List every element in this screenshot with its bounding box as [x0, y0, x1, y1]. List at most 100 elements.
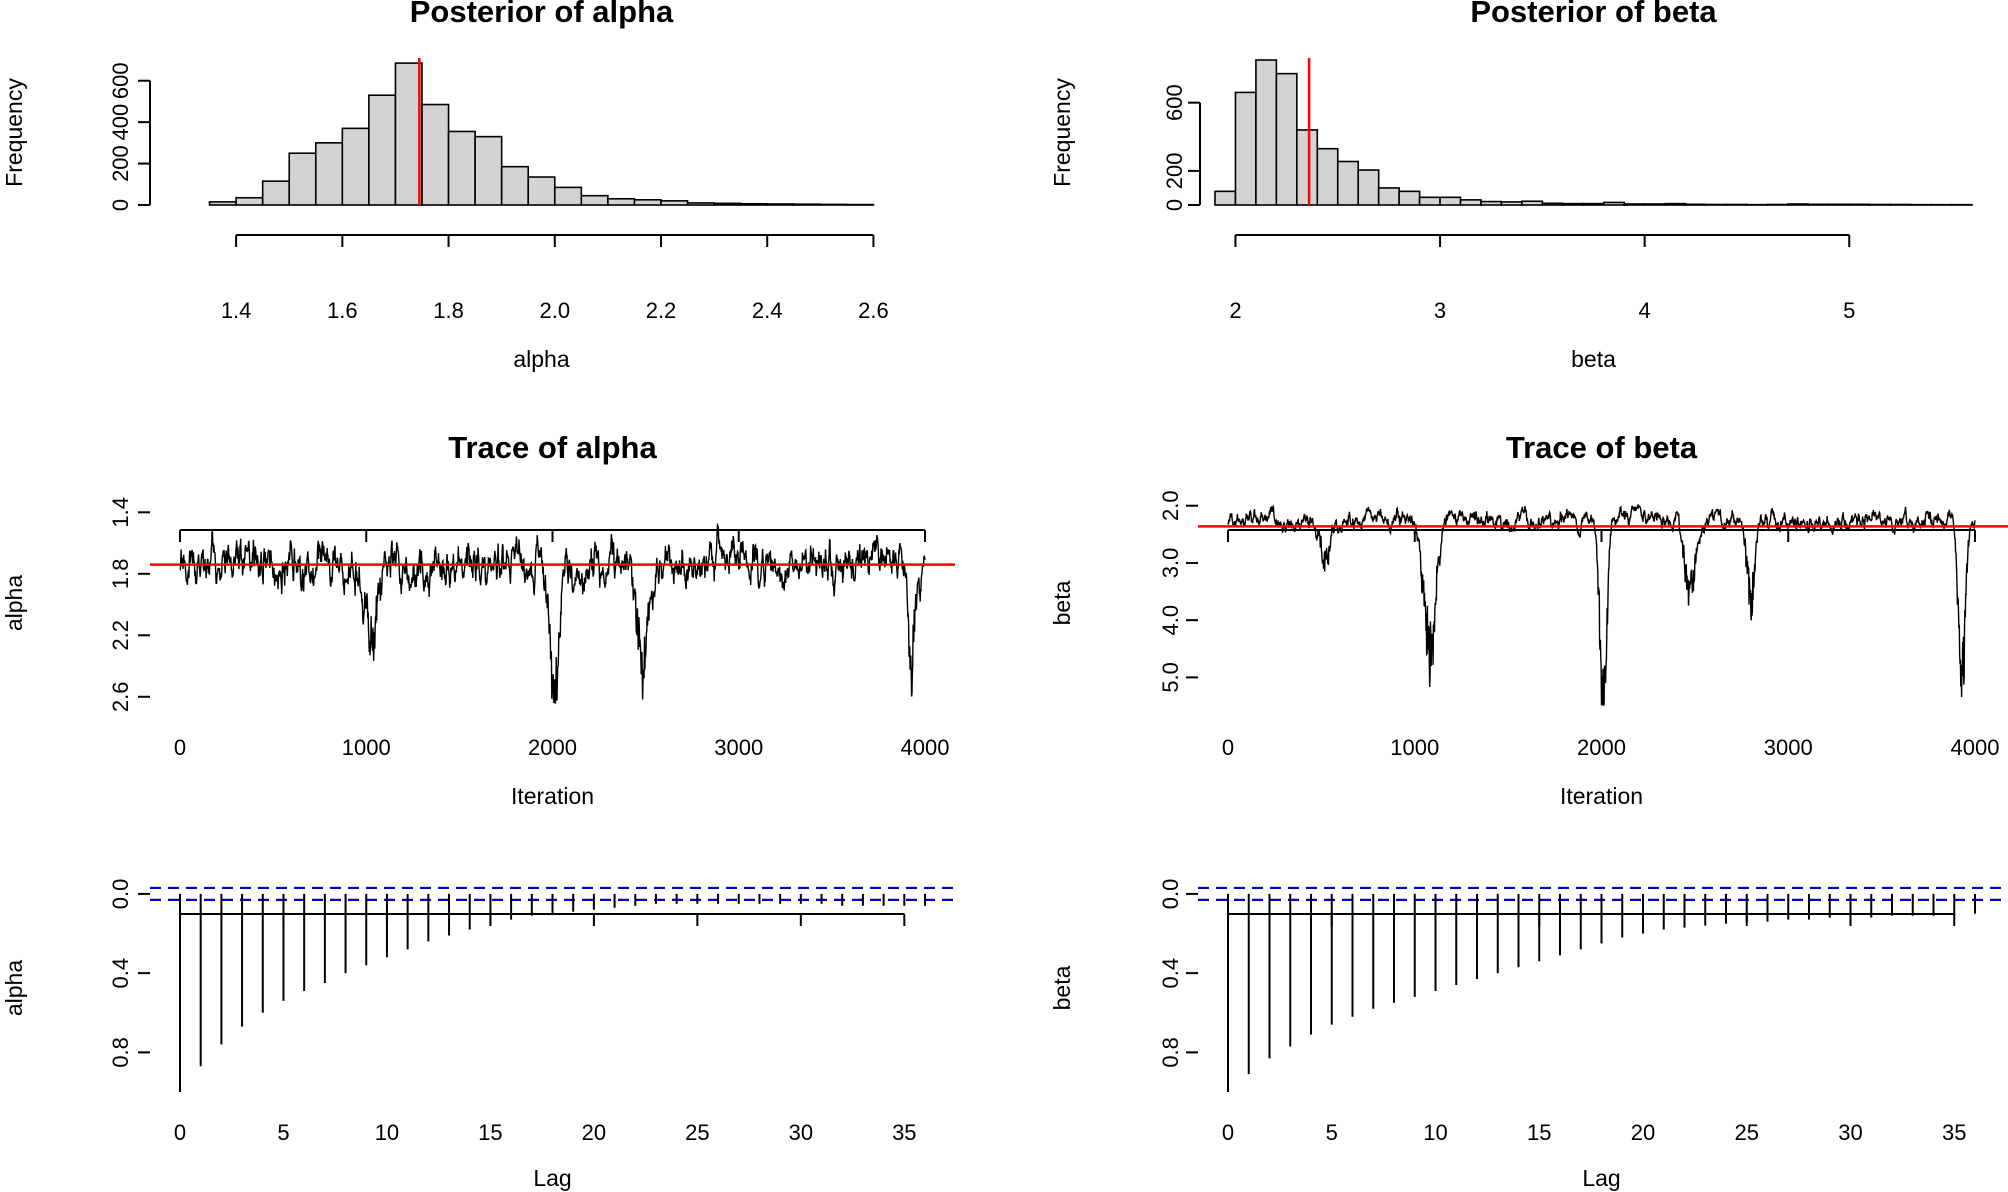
x-axis-label: beta [1571, 346, 1616, 372]
histogram-bar [1275, 72, 1298, 206]
histogram-bar [1725, 203, 1748, 206]
histogram-bar [792, 203, 822, 206]
y-tick-label: 0 [1162, 199, 1187, 211]
x-tick-label: 30 [1838, 1120, 1862, 1145]
histogram-bar [1214, 190, 1237, 206]
x-tick-label: 2.6 [858, 298, 889, 323]
histogram-bar [1521, 200, 1544, 206]
histogram-bar [1234, 91, 1257, 206]
y-axis-label: beta [1049, 965, 1075, 1010]
x-tick-label: 5 [277, 1120, 289, 1145]
posterior-beta-histogram-panel: Posterior of beta 0 200 600 2 3 4 5 beta Frequenc… [1049, 0, 1973, 372]
y-tick-label: 1.4 [108, 497, 133, 528]
x-tick-label: 10 [1423, 1120, 1447, 1145]
histogram-bar [580, 194, 609, 206]
histogram-bar [1459, 199, 1482, 206]
trace-alpha-panel: Trace of alpha 1.4 1.8 2.2 2.6 0 1000 2000 3000 4… [1, 430, 955, 809]
y-tick-label: 0.8 [108, 1037, 133, 1068]
histogram-bar [235, 196, 264, 206]
histogram-bar [739, 202, 769, 206]
y-tick-label: 0.0 [108, 879, 133, 910]
histogram-bar [1664, 202, 1687, 206]
x-tick-label: 25 [1735, 1120, 1759, 1145]
x-tick-label: 2000 [1577, 735, 1626, 760]
histogram-bar [1418, 196, 1441, 206]
x-tick-label: 4000 [1951, 735, 2000, 760]
trace-series-line [179, 523, 926, 704]
histogram-bar [1787, 203, 1810, 206]
y-tick-label: 400 [108, 104, 133, 141]
x-tick-label: 0 [174, 1120, 186, 1145]
y-tick-label: 5.0 [1158, 662, 1183, 693]
x-tick-label: 3 [1434, 298, 1446, 323]
x-tick-label: 35 [1942, 1120, 1966, 1145]
histogram-bar [1643, 203, 1666, 206]
x-tick-label: 1.8 [433, 298, 464, 323]
histogram-bar [1500, 201, 1523, 206]
y-tick-label: 2.2 [108, 620, 133, 651]
histogram-bar [314, 142, 344, 206]
histogram-bar [527, 176, 556, 206]
y-tick-label: 600 [1162, 84, 1187, 121]
x-tick-label: 0 [1222, 1120, 1234, 1145]
x-tick-label: 2.4 [752, 298, 783, 323]
histogram-bar [500, 165, 530, 206]
histogram-bar [553, 186, 583, 206]
histogram-bar [660, 200, 689, 206]
histogram-bar [1766, 203, 1789, 206]
x-tick-label: 15 [478, 1120, 502, 1145]
x-tick-label: 30 [789, 1120, 813, 1145]
histogram-bar [1562, 202, 1585, 206]
x-tick-label: 4000 [901, 735, 950, 760]
x-tick-label: 3000 [1764, 735, 1813, 760]
x-tick-label: 20 [1631, 1120, 1655, 1145]
histogram-bar [713, 202, 742, 206]
histogram-bar [1868, 203, 1891, 206]
histogram-bar [1848, 203, 1871, 206]
y-axis-label: alpha [1, 575, 27, 631]
trace-beta-panel: Trace of beta 2.0 3.0 4.0 5.0 0 1000 2000 3000 40… [1049, 430, 2008, 809]
histogram-bar [1602, 201, 1625, 206]
y-axis-label: alpha [1, 960, 27, 1016]
histogram-bar [208, 201, 237, 206]
histogram-bar [1439, 196, 1462, 206]
posterior-alpha-histogram-panel: Posterior of alpha 0 200 400 600 1.4 1.6 1.8 2.0… [1, 0, 889, 372]
histogram-bar [368, 94, 397, 206]
y-tick-label: 0 [108, 199, 133, 211]
histogram-bar [1827, 203, 1851, 206]
x-axis-label: Lag [533, 1165, 571, 1191]
x-tick-label: 2 [1229, 298, 1241, 323]
histogram-bar [288, 152, 317, 206]
y-tick-label: 0.0 [1158, 879, 1183, 910]
histogram-bar [394, 62, 423, 206]
x-tick-label: 1000 [342, 735, 391, 760]
histogram-bar [1705, 203, 1728, 206]
y-axis-label: beta [1049, 580, 1075, 625]
x-tick-label: 25 [685, 1120, 709, 1145]
trace-series-line [1227, 504, 1976, 706]
x-tick-label: 4 [1639, 298, 1651, 323]
x-axis-label: Lag [1582, 1165, 1620, 1191]
x-tick-label: 35 [892, 1120, 916, 1145]
x-tick-label: 0 [1222, 735, 1234, 760]
histogram-bar [1398, 190, 1421, 206]
histogram-bar [421, 103, 450, 206]
histogram-bar [1377, 187, 1400, 206]
histogram-bar [1296, 129, 1319, 206]
y-tick-label: 0.8 [1158, 1037, 1183, 1068]
x-tick-label: 1000 [1390, 735, 1439, 760]
x-tick-label: 15 [1527, 1120, 1551, 1145]
histogram-bar [1889, 203, 1912, 206]
x-tick-label: 2000 [528, 735, 577, 760]
histogram-bar [1684, 203, 1707, 206]
histogram-bar [607, 197, 636, 206]
x-tick-label: 5 [1326, 1120, 1338, 1145]
x-axis-label: alpha [513, 346, 569, 372]
x-tick-label: 10 [375, 1120, 399, 1145]
y-tick-label: 0.4 [108, 958, 133, 989]
x-tick-label: 1.6 [327, 298, 358, 323]
x-tick-label: 1.4 [221, 298, 252, 323]
x-tick-label: 0 [174, 735, 186, 760]
histogram-bar [474, 135, 503, 206]
